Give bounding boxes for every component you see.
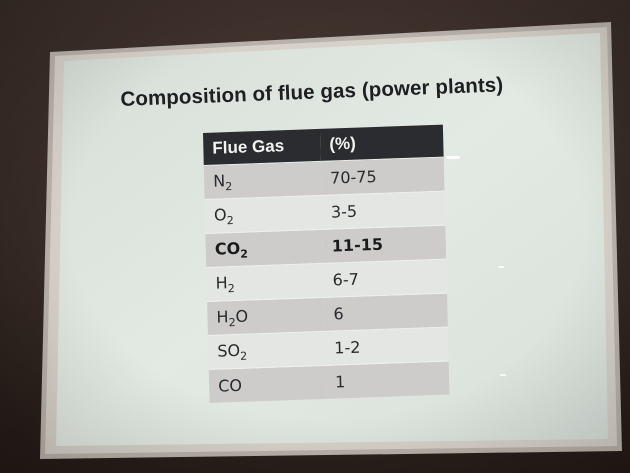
gas-formula-subscript: 2	[240, 246, 249, 261]
column-header-flue-gas: Flue Gas	[203, 128, 321, 166]
gas-formula-base: SO	[217, 340, 241, 361]
column-header-percent: (%)	[319, 124, 444, 162]
percentage-cell: 11-15	[322, 225, 447, 264]
gas-formula-base: O	[213, 204, 227, 225]
gas-formula-base: CO	[217, 375, 243, 396]
gas-formula-cell: SO2	[207, 331, 326, 370]
gas-formula-subscript: 2	[226, 213, 234, 227]
percentage-cell: 6-7	[323, 259, 447, 298]
gas-formula-cell: CO2	[205, 229, 324, 268]
gas-formula-cell: CO	[208, 365, 327, 403]
glare-speck	[498, 266, 504, 268]
gas-formula-subscript: 2	[225, 179, 233, 193]
gas-formula-cell: N2	[203, 161, 322, 200]
glare-speck	[446, 156, 460, 159]
glare-speck	[500, 374, 506, 376]
gas-formula-suffix: O	[235, 306, 249, 326]
gas-formula-cell: O2	[204, 195, 323, 234]
percentage-cell: 1-2	[324, 327, 449, 366]
gas-formula-base: H	[216, 306, 229, 327]
percentage-cell: 3-5	[321, 191, 446, 230]
percentage-cell: 70-75	[320, 157, 445, 196]
percentage-cell: 6	[324, 293, 448, 332]
flue-gas-table: Flue Gas (%) N2 70-75 O2 3-5 CO2 11-15 H2 6-7 H2…	[203, 124, 450, 403]
gas-formula-base: CO	[214, 238, 241, 259]
flue-gas-table-wrapper: Flue Gas (%) N2 70-75 O2 3-5 CO2 11-15 H2 6-7 H2…	[203, 124, 450, 403]
table-body: N2 70-75 O2 3-5 CO2 11-15 H2 6-7 H2O 6 SO2 1-2 CO 1	[203, 157, 450, 403]
gas-formula-cell: H2O	[207, 297, 325, 336]
gas-formula-cell: H2	[206, 263, 325, 302]
gas-formula-subscript: 2	[240, 349, 248, 363]
gas-formula-base: N	[212, 170, 226, 191]
gas-formula-subscript: 2	[227, 281, 235, 295]
gas-formula-base: H	[215, 272, 228, 293]
percentage-cell: 1	[325, 361, 450, 399]
